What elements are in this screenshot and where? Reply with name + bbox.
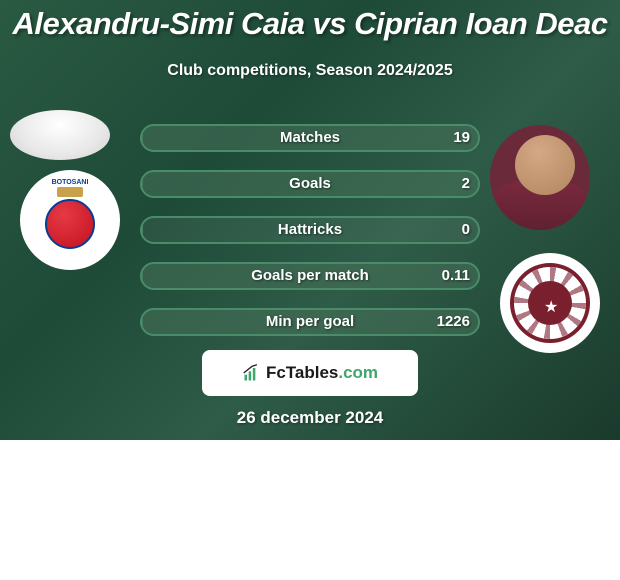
branding-box: FcTables.com [202, 350, 418, 396]
stat-value-right: 19 [420, 124, 470, 152]
star-icon: ★ [544, 297, 558, 317]
subtitle: Club competitions, Season 2024/2025 [0, 62, 620, 80]
stat-value-right: 0 [420, 216, 470, 244]
club-badge-right: ★ [500, 253, 600, 353]
date-text: 26 december 2024 [0, 408, 620, 428]
stat-fill-left [142, 218, 143, 242]
stat-value-right: 2 [420, 170, 470, 198]
club-badge-left: BOTOSANI [20, 170, 120, 270]
club-left-text: BOTOSANI [35, 179, 105, 186]
chart-icon [242, 363, 262, 383]
page-title: Alexandru-Simi Caia vs Ciprian Ioan Deac [0, 6, 620, 42]
stat-value-right: 1226 [420, 308, 470, 336]
stat-value-right: 0.11 [420, 262, 470, 290]
player-avatar-left [10, 110, 110, 160]
branding-text: FcTables.com [266, 363, 378, 383]
player-avatar-right [490, 125, 590, 230]
